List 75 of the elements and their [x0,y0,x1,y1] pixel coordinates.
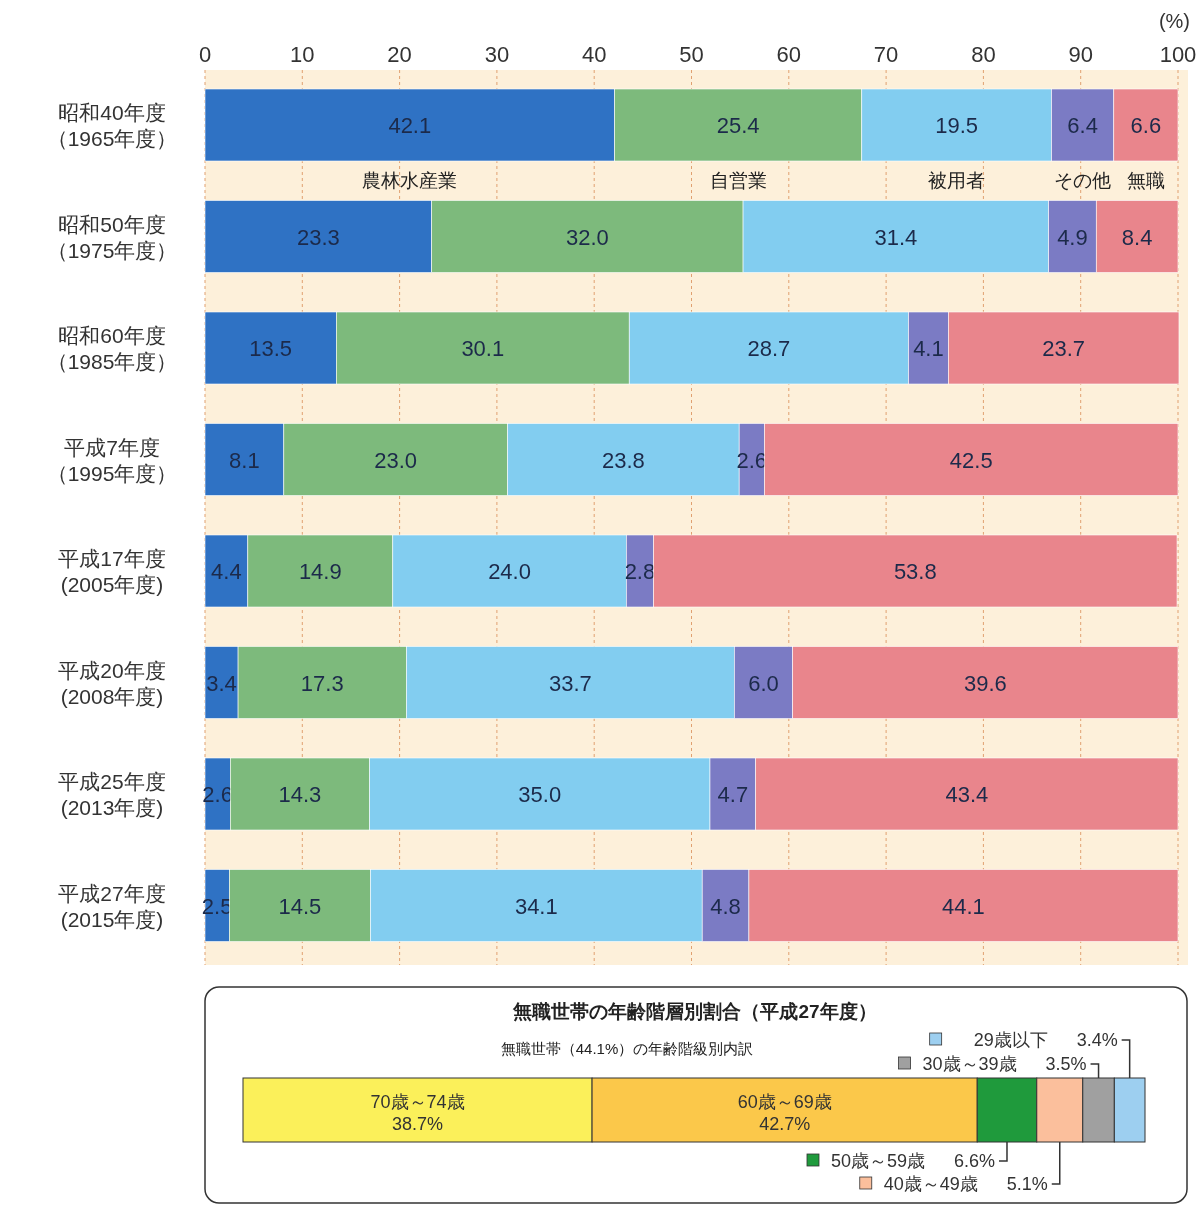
y-tick-label: 平成20年度(2008年度) [58,658,166,708]
data-label: 23.7 [1042,336,1086,361]
y-tick-label: 平成27年度(2015年度) [58,881,166,931]
x-tick-label: 80 [971,42,996,67]
y-tick-label: 平成17年度(2005年度) [58,547,166,596]
data-label: 34.1 [514,893,558,919]
x-tick-label: 20 [387,42,412,67]
data-label: 14.3 [278,782,322,807]
x-tick-label: 90 [1068,42,1093,67]
data-label: 19.5 [935,113,979,138]
data-label: 4.7 [717,782,749,807]
data-label: 4.1 [913,336,944,361]
data-label: 3.4% [1076,1030,1118,1050]
legend-label: 50歳～59歳 [830,1151,925,1171]
x-tick-label: 60 [776,42,802,67]
data-label: 5.1% [1006,1174,1048,1194]
data-label: 6.6 [1130,113,1162,138]
data-label: 23.8 [601,447,645,473]
data-label: 30.1 [461,336,505,361]
chart-subtitle: 無職世帯（44.1%）の年齢階級別内訳 [500,1040,754,1057]
data-label: 23.0 [374,447,418,473]
chart-title: 無職世帯の年齢階層別割合（平成27年度） [512,1001,877,1022]
series-label: 70歳～74歳 [370,1092,465,1112]
y-tick-label: 昭和40年度（1965年度） [46,101,178,150]
x-tick-label: 100 [1159,42,1197,67]
data-label: 24.0 [488,559,531,584]
data-label: 32.0 [565,224,609,250]
data-label: 6.0 [748,670,779,696]
data-label: 39.6 [963,670,1007,696]
x-tick-label: 50 [679,42,704,67]
x-tick-label: 70 [873,42,899,67]
y-tick-label: 昭和50年度（1975年度） [46,212,178,262]
data-label: 42.7% [759,1114,811,1134]
data-label: 4.8 [710,893,741,919]
data-label: 3.4 [206,670,237,696]
data-label: 38.7% [392,1114,444,1134]
data-label: 17.3 [300,670,344,696]
data-label: 8.1 [229,447,260,473]
x-tick-label: 40 [581,42,607,67]
series-label: 被用者 [928,170,986,191]
data-label: 31.4 [874,224,918,250]
data-label: 4.9 [1057,224,1088,250]
data-label: 8.4 [1121,224,1153,250]
legend-label: 30歳～39歳 [922,1054,1017,1074]
series-label: 自営業 [709,170,767,191]
data-label: 35.0 [518,782,562,807]
data-label: 42.1 [388,113,432,138]
y-tick-label: 平成25年度(2013年度) [58,770,166,819]
series-label: その他 [1054,170,1112,191]
data-label: 6.6% [953,1151,995,1171]
data-label: 3.5% [1045,1054,1087,1074]
x-tick-label: 10 [290,42,315,67]
y-tick-label: 平成7年度（1995年度） [46,435,178,485]
data-label: 14.5 [278,893,322,919]
data-label: 4.4 [211,559,242,584]
x-tick-label: 30 [484,42,510,67]
data-label: 42.5 [949,447,993,473]
series-label: 農林水産業 [362,170,458,191]
legend-label: 29歳以下 [973,1030,1048,1050]
data-label: 44.1 [942,893,985,919]
data-label: 33.7 [548,670,592,696]
data-label: 43.4 [945,782,989,807]
data-label: 53.8 [893,559,937,584]
x-tick-label: 0 [198,42,212,67]
data-label: 25.4 [716,113,760,138]
y-tick-label: 昭和60年度（1985年度） [46,324,178,373]
series-label: 無職 [1126,170,1165,191]
data-label: 14.9 [298,559,342,584]
data-label: 6.4 [1067,113,1098,138]
series-label: 60歳～69歳 [737,1092,832,1112]
data-label: 23.3 [296,224,340,250]
legend-label: 40歳～49歳 [883,1174,978,1194]
data-label: 28.7 [747,336,791,361]
x-axis-title: (%) [1158,10,1190,32]
data-label: 13.5 [249,336,293,361]
